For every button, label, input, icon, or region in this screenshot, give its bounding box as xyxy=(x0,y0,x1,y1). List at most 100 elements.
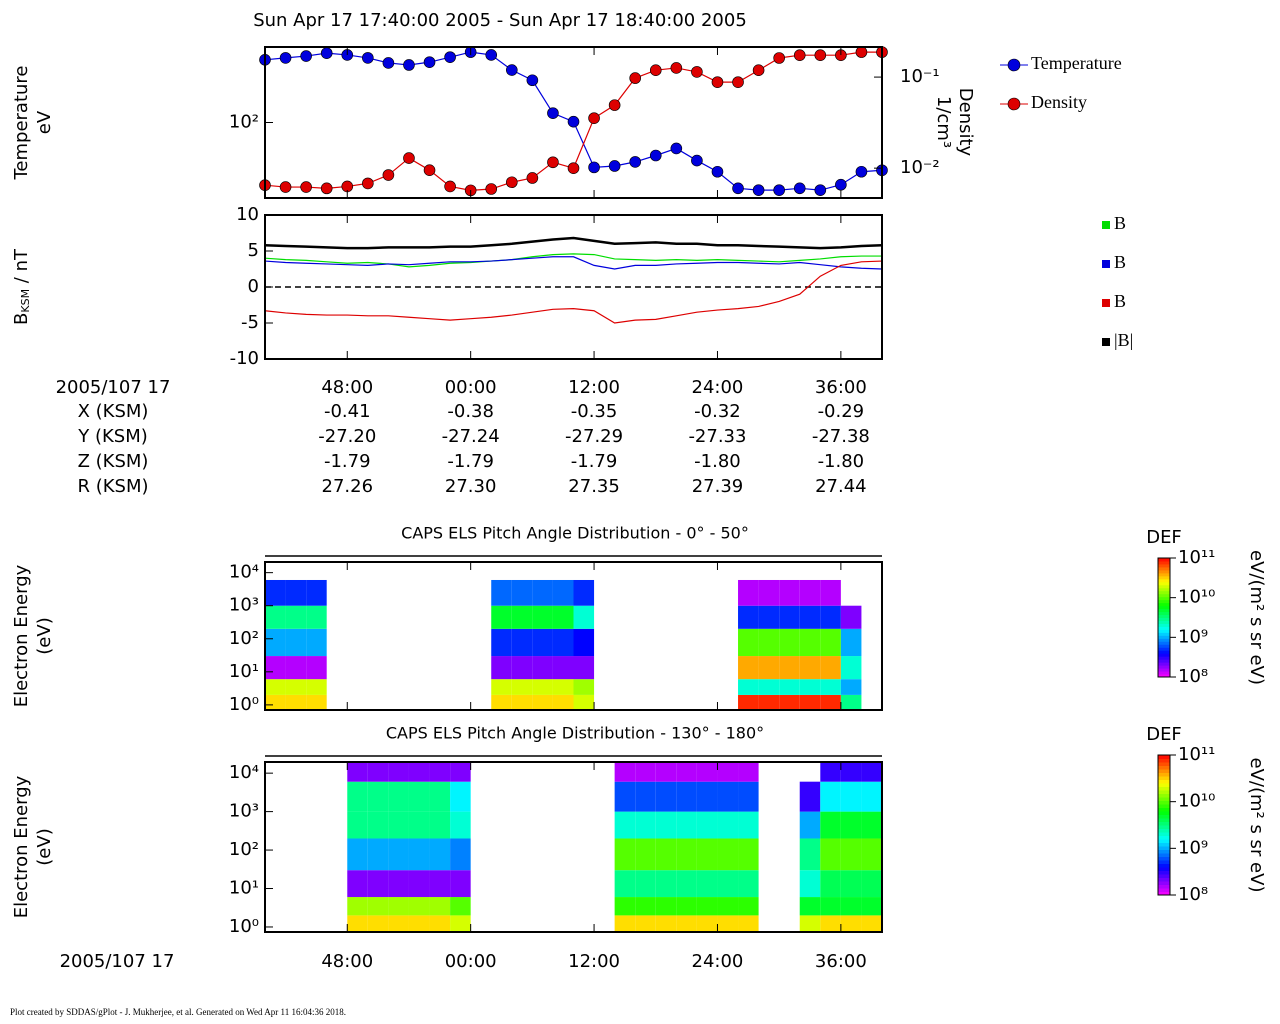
colorbar-unit: eV/(m² s sr eV) xyxy=(1246,758,1267,893)
colorbar-step xyxy=(1158,563,1170,568)
spectrogram-cell xyxy=(306,694,327,710)
spectrogram-cell xyxy=(655,915,677,932)
spectrogram-cell xyxy=(450,811,471,839)
legend-label: Temperature xyxy=(1031,53,1122,73)
colorbar-step xyxy=(1158,611,1170,616)
colorbar-step xyxy=(1158,814,1170,819)
spectrogram-cell xyxy=(573,579,595,606)
spectrogram-cell xyxy=(635,897,656,916)
ephemeris-value: -0.38 xyxy=(447,401,494,422)
spectrogram-cell xyxy=(676,762,697,782)
data-point xyxy=(814,184,827,196)
colorbar-step xyxy=(1158,620,1170,624)
ephemeris-label: X (KSM) xyxy=(78,401,149,422)
spectrogram-cell xyxy=(676,811,697,839)
spectrogram-cell xyxy=(367,915,389,932)
spectrogram-cell xyxy=(614,811,636,839)
x-tick-label: 00:00 xyxy=(445,377,497,398)
spectrogram-cell xyxy=(614,781,636,812)
data-point xyxy=(403,152,415,164)
spectrogram-cell xyxy=(696,897,718,916)
spectrogram-cell xyxy=(491,605,512,629)
spectrogram-cell xyxy=(779,605,800,629)
spectrogram-cell xyxy=(429,781,451,812)
spectrogram-cell xyxy=(367,838,389,871)
spectrogram-cell xyxy=(511,694,533,710)
spectrogram-cell xyxy=(820,838,841,871)
spectrogram-cell xyxy=(552,579,574,606)
spectrogram-cell xyxy=(347,762,368,782)
colorbar-step xyxy=(1158,590,1170,595)
spectrogram-cell xyxy=(511,656,533,680)
spectrogram-cell xyxy=(635,838,656,871)
spectrogram-cell xyxy=(450,870,471,898)
y-axis-label-subscript: KSM xyxy=(19,289,32,313)
legend-marker xyxy=(1102,338,1110,346)
spectrogram-cell xyxy=(820,781,841,812)
spectrogram-cell xyxy=(676,870,697,898)
spectrogram-cell xyxy=(676,838,697,871)
colorbar-title: DEF xyxy=(1146,724,1182,745)
colorbar-step xyxy=(1158,891,1170,896)
spectrogram-cell xyxy=(285,628,307,657)
spectrogram-cell xyxy=(799,870,821,898)
spectrogram-cell xyxy=(758,694,780,710)
spectrogram-cell xyxy=(840,656,862,680)
spectrogram-cell xyxy=(655,838,677,871)
spectrogram-cell xyxy=(676,897,697,916)
spectrogram-cell xyxy=(635,781,656,812)
spectrogram-cell xyxy=(265,579,286,606)
colorbar-step xyxy=(1158,786,1170,791)
spectrogram-cell xyxy=(532,579,553,606)
spectrogram-cell xyxy=(347,897,368,916)
colorbar-step xyxy=(1158,874,1170,878)
colorbar-tick-label: 10¹¹ xyxy=(1178,744,1215,765)
spectrogram-cell xyxy=(408,897,430,916)
ephemeris-value: 27.39 xyxy=(692,476,744,497)
y2-axis-label: 1/cm³ xyxy=(933,96,954,148)
spectrogram-cell xyxy=(738,897,759,916)
colorbar-step xyxy=(1158,593,1170,598)
colorbar-step xyxy=(1158,807,1170,812)
spectrogram-cell xyxy=(696,811,718,839)
spectrogram-cell xyxy=(696,838,718,871)
data-point xyxy=(279,52,292,64)
spectrogram-cell xyxy=(799,915,821,932)
spectrogram-cell xyxy=(614,915,636,932)
spectrogram-cell xyxy=(779,579,800,606)
y-tick-label: 10² xyxy=(229,628,259,649)
spectrogram-cell xyxy=(717,762,739,782)
data-point xyxy=(752,64,765,77)
colorbar-step xyxy=(1158,863,1170,868)
spectrogram-cell xyxy=(820,811,841,839)
spectrogram-cell xyxy=(861,915,882,932)
x-tick-label: 24:00 xyxy=(692,377,744,398)
spectrogram-cell xyxy=(552,656,574,680)
colorbar-step xyxy=(1158,635,1170,639)
spectrogram-cell xyxy=(655,897,677,916)
spectrogram-cell xyxy=(840,762,862,782)
colorbar-step xyxy=(1158,575,1170,580)
ephemeris-value: -27.20 xyxy=(318,426,376,447)
chart-title: CAPS ELS Pitch Angle Distribution - 0° -… xyxy=(401,524,749,543)
spectrogram-cell xyxy=(676,915,697,932)
colorbar-step xyxy=(1158,653,1170,657)
spectrogram-cell xyxy=(265,628,286,657)
spectrogram-cell xyxy=(614,870,636,898)
spectrogram-cell xyxy=(635,762,656,782)
data-point xyxy=(526,172,539,184)
series-line xyxy=(264,256,883,270)
colorbar-step xyxy=(1158,828,1170,833)
spectrogram-cell xyxy=(265,605,286,629)
spectrogram-cell xyxy=(820,897,841,916)
colorbar-step xyxy=(1158,644,1170,648)
colorbar-step xyxy=(1158,638,1170,642)
spectrogram-cell xyxy=(552,679,574,695)
data-point xyxy=(505,64,518,76)
chart-title: Sun Apr 17 17:40:00 2005 - Sun Apr 17 18… xyxy=(253,10,747,31)
spectrogram-cell xyxy=(840,694,862,710)
spectrogram-cell xyxy=(799,694,821,710)
spectrogram-cell xyxy=(799,679,821,695)
data-point xyxy=(855,165,868,178)
legend-marker xyxy=(1007,97,1021,111)
